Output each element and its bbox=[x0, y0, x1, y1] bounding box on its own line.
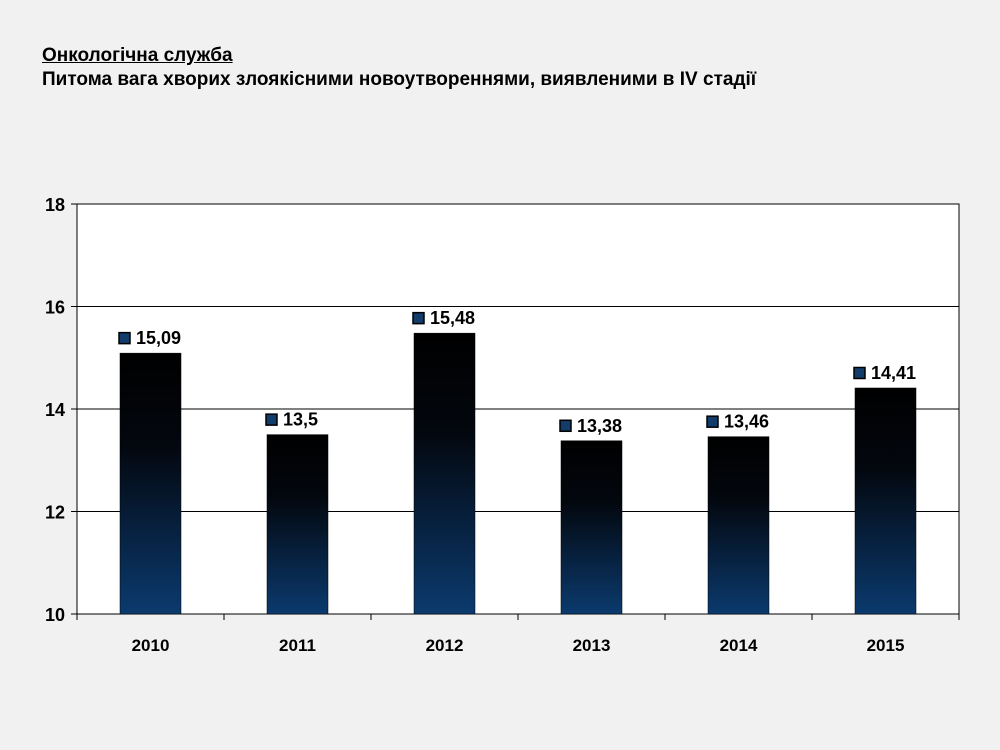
bar-2012 bbox=[413, 332, 476, 615]
x-tick-label: 2013 bbox=[573, 636, 611, 655]
chart-subtitle: Питома вага хворих злоякісними новоутвор… bbox=[42, 69, 757, 90]
bars bbox=[119, 332, 917, 615]
x-tick-label: 2011 bbox=[279, 636, 316, 655]
data-label: 13,46 bbox=[724, 412, 769, 432]
chart-header: Онкологічна служба Питома вага хворих зл… bbox=[42, 44, 756, 92]
data-label: 13,38 bbox=[577, 416, 622, 436]
y-tick-label: 18 bbox=[45, 195, 65, 215]
bar-2015 bbox=[854, 387, 917, 615]
y-tick-label: 12 bbox=[45, 503, 65, 523]
y-tick-label: 16 bbox=[45, 298, 65, 318]
data-label-marker bbox=[853, 366, 866, 380]
y-tick-label: 10 bbox=[45, 605, 65, 625]
data-label-marker bbox=[265, 413, 278, 426]
data-label-marker bbox=[706, 415, 719, 428]
data-label: 13,5 bbox=[283, 410, 318, 430]
data-label-marker bbox=[118, 331, 131, 345]
x-tick-label: 2015 bbox=[867, 636, 905, 655]
x-tick-label: 2010 bbox=[132, 636, 170, 655]
bar-2010 bbox=[119, 352, 182, 615]
bar-2011 bbox=[266, 434, 329, 615]
data-label: 15,09 bbox=[136, 328, 181, 348]
gridlines bbox=[77, 306, 959, 512]
data-label-marker bbox=[559, 419, 572, 433]
bar-2013 bbox=[560, 440, 623, 615]
bar-2014 bbox=[707, 436, 770, 615]
x-tick-label: 2012 bbox=[426, 636, 464, 655]
axes: 10 12 14 16 18 2010 2011 2012 2013 2014 2015 bbox=[45, 195, 960, 655]
x-tick-label: 2014 bbox=[720, 636, 758, 655]
data-label: 14,41 bbox=[871, 363, 916, 383]
chart-title: Онкологічна служба bbox=[42, 45, 233, 66]
y-tick-label: 14 bbox=[45, 400, 65, 420]
data-label-marker bbox=[412, 311, 425, 325]
data-label: 15,48 bbox=[430, 308, 475, 328]
data-labels: 15,09 13,5 15,48 13,38 13,46 14,41 bbox=[118, 308, 916, 436]
